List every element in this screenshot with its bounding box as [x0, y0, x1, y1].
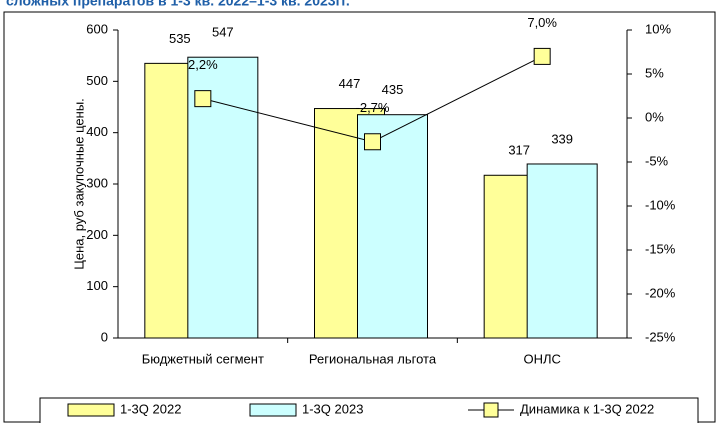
y-tick-label: 500	[86, 73, 108, 88]
x-tick-label: Региональная льгота	[309, 351, 437, 366]
line-marker	[533, 47, 551, 65]
bar-value-label: 535	[169, 31, 191, 46]
line-marker	[364, 133, 381, 151]
bar-value-label: 435	[382, 82, 404, 97]
line-marker	[194, 90, 212, 108]
y2-tick-label: -15%	[645, 241, 676, 256]
legend-label: Динамика к 1-3Q 2022	[520, 401, 654, 416]
line-value-label: 2,2%	[188, 57, 218, 72]
legend-label: 1-3Q 2022	[120, 401, 181, 416]
x-tick-label: Бюджетный сегмент	[142, 351, 264, 366]
bar-value-label: 447	[339, 76, 361, 91]
bar-value-label: 547	[212, 25, 234, 40]
y-tick-label: 100	[86, 278, 108, 293]
y2-tick-label: 10%	[645, 21, 671, 36]
y-tick-label: 200	[86, 227, 108, 242]
bar-value-label: 317	[508, 143, 530, 158]
bar-value-label: 339	[551, 131, 573, 146]
y2-tick-label: -25%	[645, 329, 676, 344]
legend-swatch	[249, 403, 297, 417]
y2-tick-label: -10%	[645, 197, 676, 212]
y-tick-label: 400	[86, 124, 108, 139]
y2-tick-label: 0%	[645, 109, 664, 124]
y2-tick-label: -5%	[645, 153, 669, 168]
y-tick-label: 0	[101, 329, 108, 344]
x-tick-label: ОНЛС	[523, 351, 560, 366]
chart-title: сложных препаратов в 1-3 кв. 2022–1-3 кв…	[6, 0, 350, 9]
legend-marker	[483, 402, 499, 418]
y-tick-label: 600	[86, 21, 108, 36]
legend-swatch	[67, 403, 115, 417]
bar	[526, 163, 598, 339]
line-value-label: 7,0%	[527, 15, 557, 30]
y2-tick-label: 5%	[645, 65, 664, 80]
legend	[39, 397, 699, 423]
y-axis-label: Цена, руб закупочные цены.	[71, 98, 86, 270]
y-tick-label: 300	[86, 175, 108, 190]
y2-tick-label: -20%	[645, 285, 676, 300]
legend-label: 1-3Q 2023	[302, 401, 363, 416]
line-value-label: -2,7%	[356, 100, 390, 115]
bar	[357, 114, 428, 339]
